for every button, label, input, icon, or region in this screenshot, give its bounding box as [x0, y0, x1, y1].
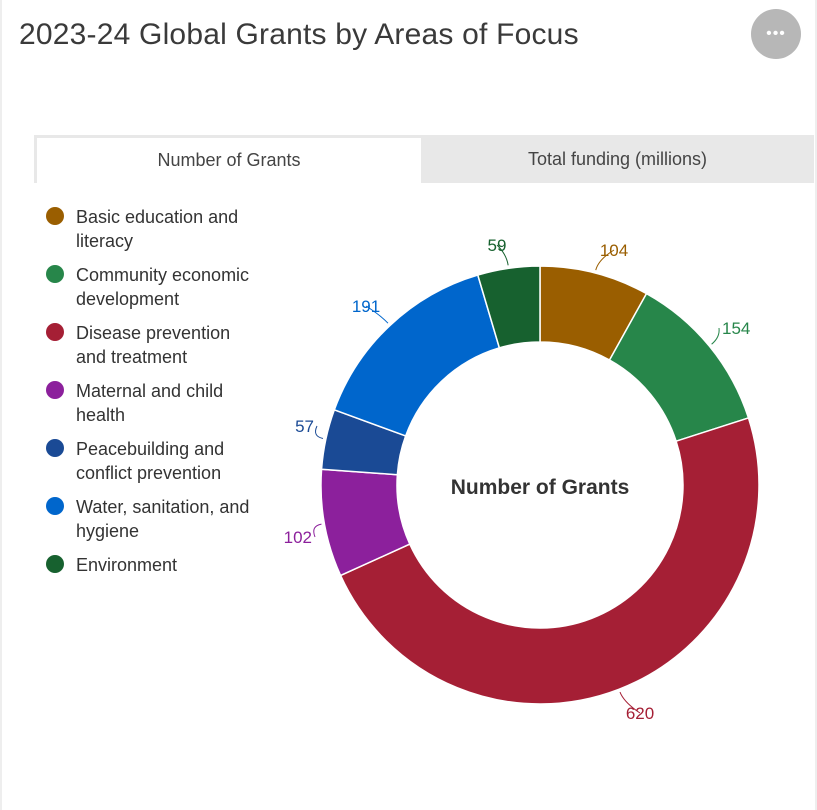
legend-label: Water, sanitation, and — [76, 497, 250, 517]
leader-line — [313, 523, 322, 538]
ellipsis-icon: ••• — [766, 25, 786, 42]
tab-total-funding[interactable]: Total funding (millions) — [421, 135, 814, 183]
legend-item[interactable]: Peacebuilding and conflict prevention — [46, 437, 276, 485]
legend-swatch — [46, 555, 64, 573]
leader-line — [619, 691, 641, 714]
left-border — [0, 0, 2, 810]
leader-line — [365, 305, 389, 324]
legend-swatch — [46, 207, 64, 225]
legend-label: literacy — [76, 231, 134, 251]
legend-swatch — [46, 439, 64, 457]
legend-label: Environment — [76, 555, 178, 575]
legend-label: Maternal and child — [76, 381, 224, 401]
leader-line — [595, 249, 615, 271]
data-label: 57 — [295, 417, 314, 436]
legend-item[interactable]: Disease prevention and treatment — [46, 321, 276, 369]
legend-swatch — [46, 497, 64, 515]
legend-label: Peacebuilding and — [76, 439, 225, 459]
data-label: 620 — [626, 704, 654, 723]
data-label: 154 — [722, 319, 750, 338]
chart-legend: Basic education and literacy Community eco… — [46, 205, 276, 587]
legend-label: Disease prevention — [76, 323, 231, 343]
legend-item[interactable]: Water, sanitation, and hygiene — [46, 495, 276, 543]
more-options-button[interactable]: ••• — [751, 9, 801, 59]
legend-label: Basic education and — [76, 207, 239, 227]
leader-line — [315, 425, 324, 439]
center-label: Number of Grants — [451, 476, 630, 499]
data-label: 59 — [488, 236, 507, 255]
data-label: 102 — [284, 528, 312, 547]
legend-item[interactable]: Maternal and child health — [46, 379, 276, 427]
legend-label: and treatment — [76, 347, 188, 367]
right-border — [815, 0, 817, 810]
legend-label: health — [76, 405, 126, 425]
leader-line — [496, 244, 509, 266]
tab-number-of-grants[interactable]: Number of Grants — [34, 135, 421, 183]
data-label: 191 — [352, 297, 380, 316]
data-label: 104 — [600, 241, 628, 260]
legend-swatch — [46, 381, 64, 399]
leader-line — [711, 327, 720, 345]
legend-label: Community economic — [76, 265, 250, 285]
legend-swatch — [46, 265, 64, 283]
donut-slice[interactable] — [339, 416, 760, 705]
legend-item[interactable]: Basic education and literacy — [46, 205, 276, 253]
legend-item[interactable]: Community economic development — [46, 263, 276, 311]
donut-slice[interactable] — [476, 265, 541, 349]
legend-label: hygiene — [76, 521, 140, 541]
legend-swatch — [46, 323, 64, 341]
legend-label: development — [76, 289, 180, 309]
legend-item[interactable]: Environment — [46, 553, 276, 577]
page-title: 2023-24 Global Grants by Areas of Focus — [19, 18, 579, 51]
tab-bar: Number of Grants Total funding (millions… — [34, 135, 814, 183]
legend-label: conflict prevention — [76, 463, 222, 483]
